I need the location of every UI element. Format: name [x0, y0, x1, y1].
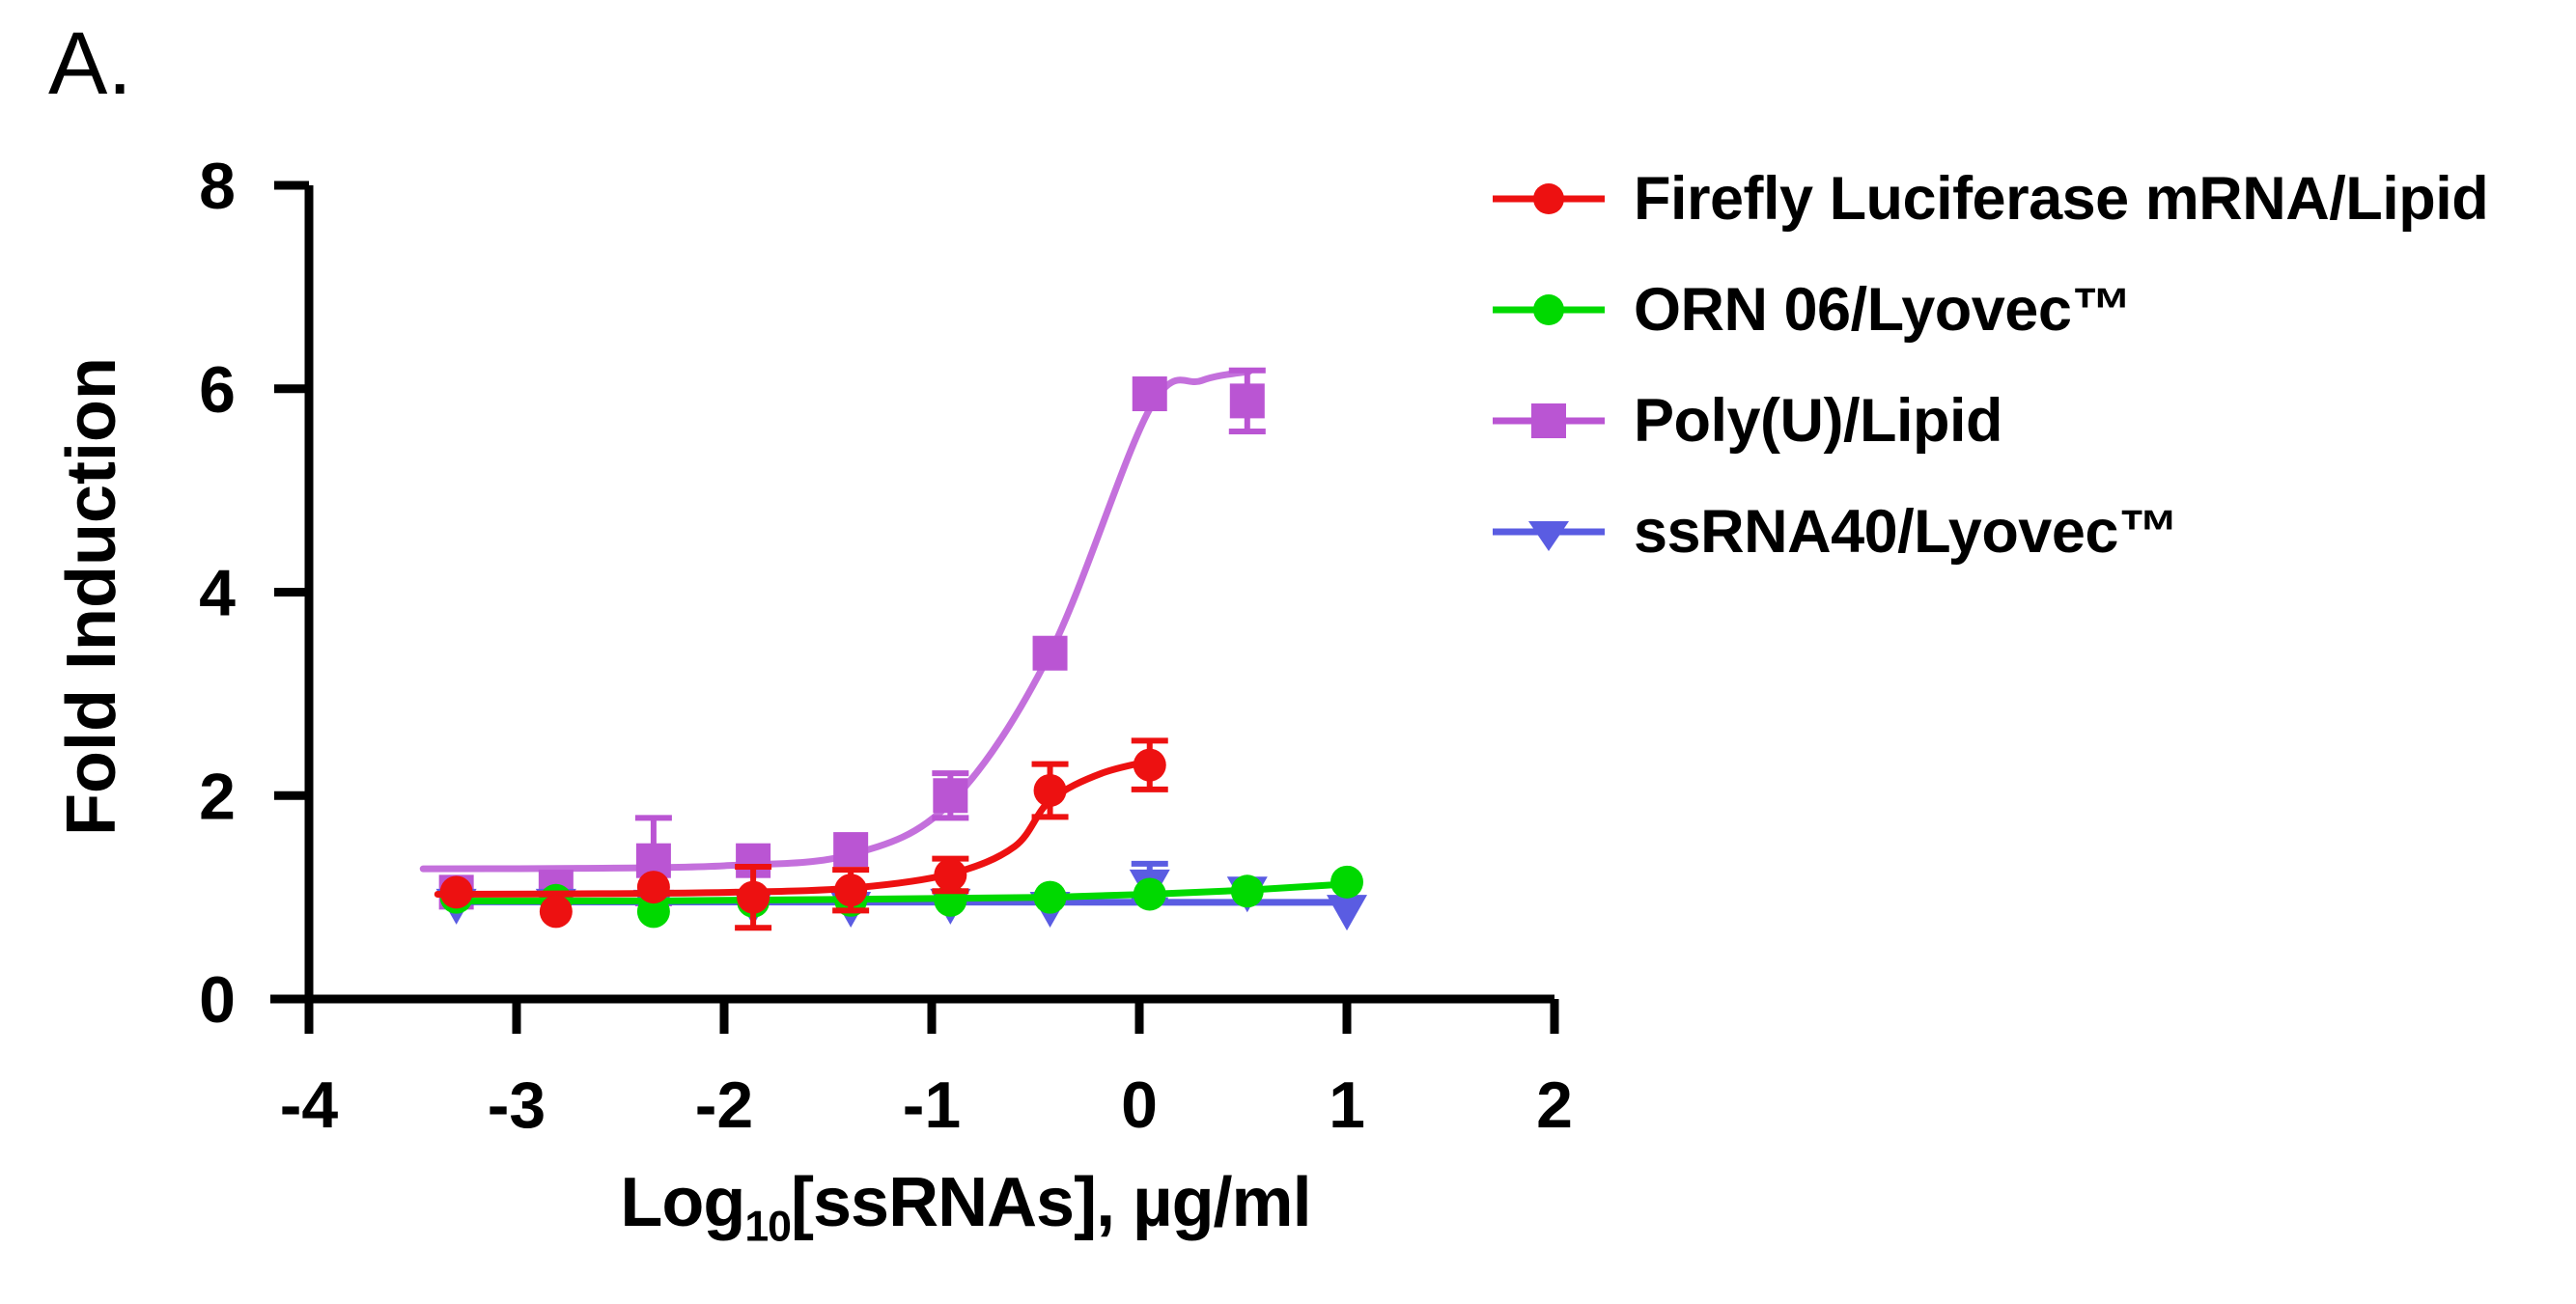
panel-label: A. — [48, 14, 132, 113]
blue-triangle-down-marker-icon — [1493, 520, 1605, 551]
y-tick-label: 2 — [199, 760, 236, 833]
x-tick-label: -3 — [488, 1068, 546, 1142]
legend: Firefly Luciferase mRNA/Lipid ORN 06/Lyo… — [1489, 143, 2489, 587]
data-point — [1133, 877, 1166, 911]
series-firefly — [434, 737, 1168, 931]
y-tick-label: 6 — [199, 353, 236, 427]
series-polyu — [419, 367, 1266, 910]
x-tick-label: -1 — [903, 1068, 961, 1142]
y-axis-title: Fold Induction — [53, 357, 130, 836]
axes: 0 2 4 6 8 -4 -3 -2 -1 0 1 2 — [199, 150, 1573, 1142]
data-point — [1133, 748, 1166, 782]
data-point — [1327, 895, 1367, 931]
data-point — [539, 895, 573, 929]
legend-label-polyu: Poly(U)/Lipid — [1634, 386, 2002, 455]
data-point — [934, 858, 967, 892]
x-tick-label: -4 — [280, 1068, 339, 1142]
legend-item-firefly-luciferase: Firefly Luciferase mRNA/Lipid — [1489, 143, 2489, 254]
data-point — [833, 832, 869, 868]
data-point — [1229, 383, 1265, 419]
data-point — [1132, 376, 1167, 412]
legend-label-firefly-luciferase: Firefly Luciferase mRNA/Lipid — [1634, 164, 2489, 233]
legend-item-polyu: Poly(U)/Lipid — [1489, 365, 2488, 476]
data-point — [636, 871, 670, 904]
x-tick-label: 0 — [1121, 1068, 1158, 1142]
data-point — [834, 874, 868, 907]
data-point — [1033, 880, 1067, 914]
data-point — [636, 895, 670, 929]
legend-label-ssrna40: ssRNA40/Lyovec™ — [1634, 497, 2179, 566]
data-point — [737, 880, 770, 914]
y-tick-label: 4 — [199, 557, 236, 630]
legend-label-orn06: ORN 06/Lyovec™ — [1634, 275, 2132, 344]
data-point — [933, 778, 968, 814]
legend-item-ssrna40: ssRNA40/Lyovec™ — [1489, 476, 2488, 587]
data-point — [1032, 635, 1068, 671]
x-axis-title: Log10[ssRNAs], µg/ml — [620, 1163, 1312, 1251]
legend-item-orn06: ORN 06/Lyovec™ — [1489, 254, 2488, 365]
x-axis-title-subscript: 10 — [744, 1203, 792, 1251]
data-point — [1230, 874, 1264, 908]
fit-line — [419, 368, 1253, 873]
x-tick-label: 1 — [1329, 1068, 1365, 1142]
purple-square-marker-icon — [1493, 402, 1605, 438]
y-tick-label: 0 — [199, 963, 236, 1037]
x-tick-label: 2 — [1536, 1068, 1573, 1142]
x-axis-title-suffix: [ssRNAs], µg/ml — [791, 1164, 1312, 1241]
red-circle-marker-icon — [1493, 182, 1605, 214]
data-point — [1330, 865, 1363, 899]
data-point — [439, 875, 473, 909]
green-circle-marker-icon — [1493, 293, 1605, 325]
x-axis-title-prefix: Log — [620, 1164, 745, 1241]
data-point — [1033, 773, 1067, 807]
fit-line — [434, 755, 1163, 898]
x-tick-label: -2 — [695, 1068, 753, 1142]
y-tick-label: 8 — [199, 150, 236, 223]
